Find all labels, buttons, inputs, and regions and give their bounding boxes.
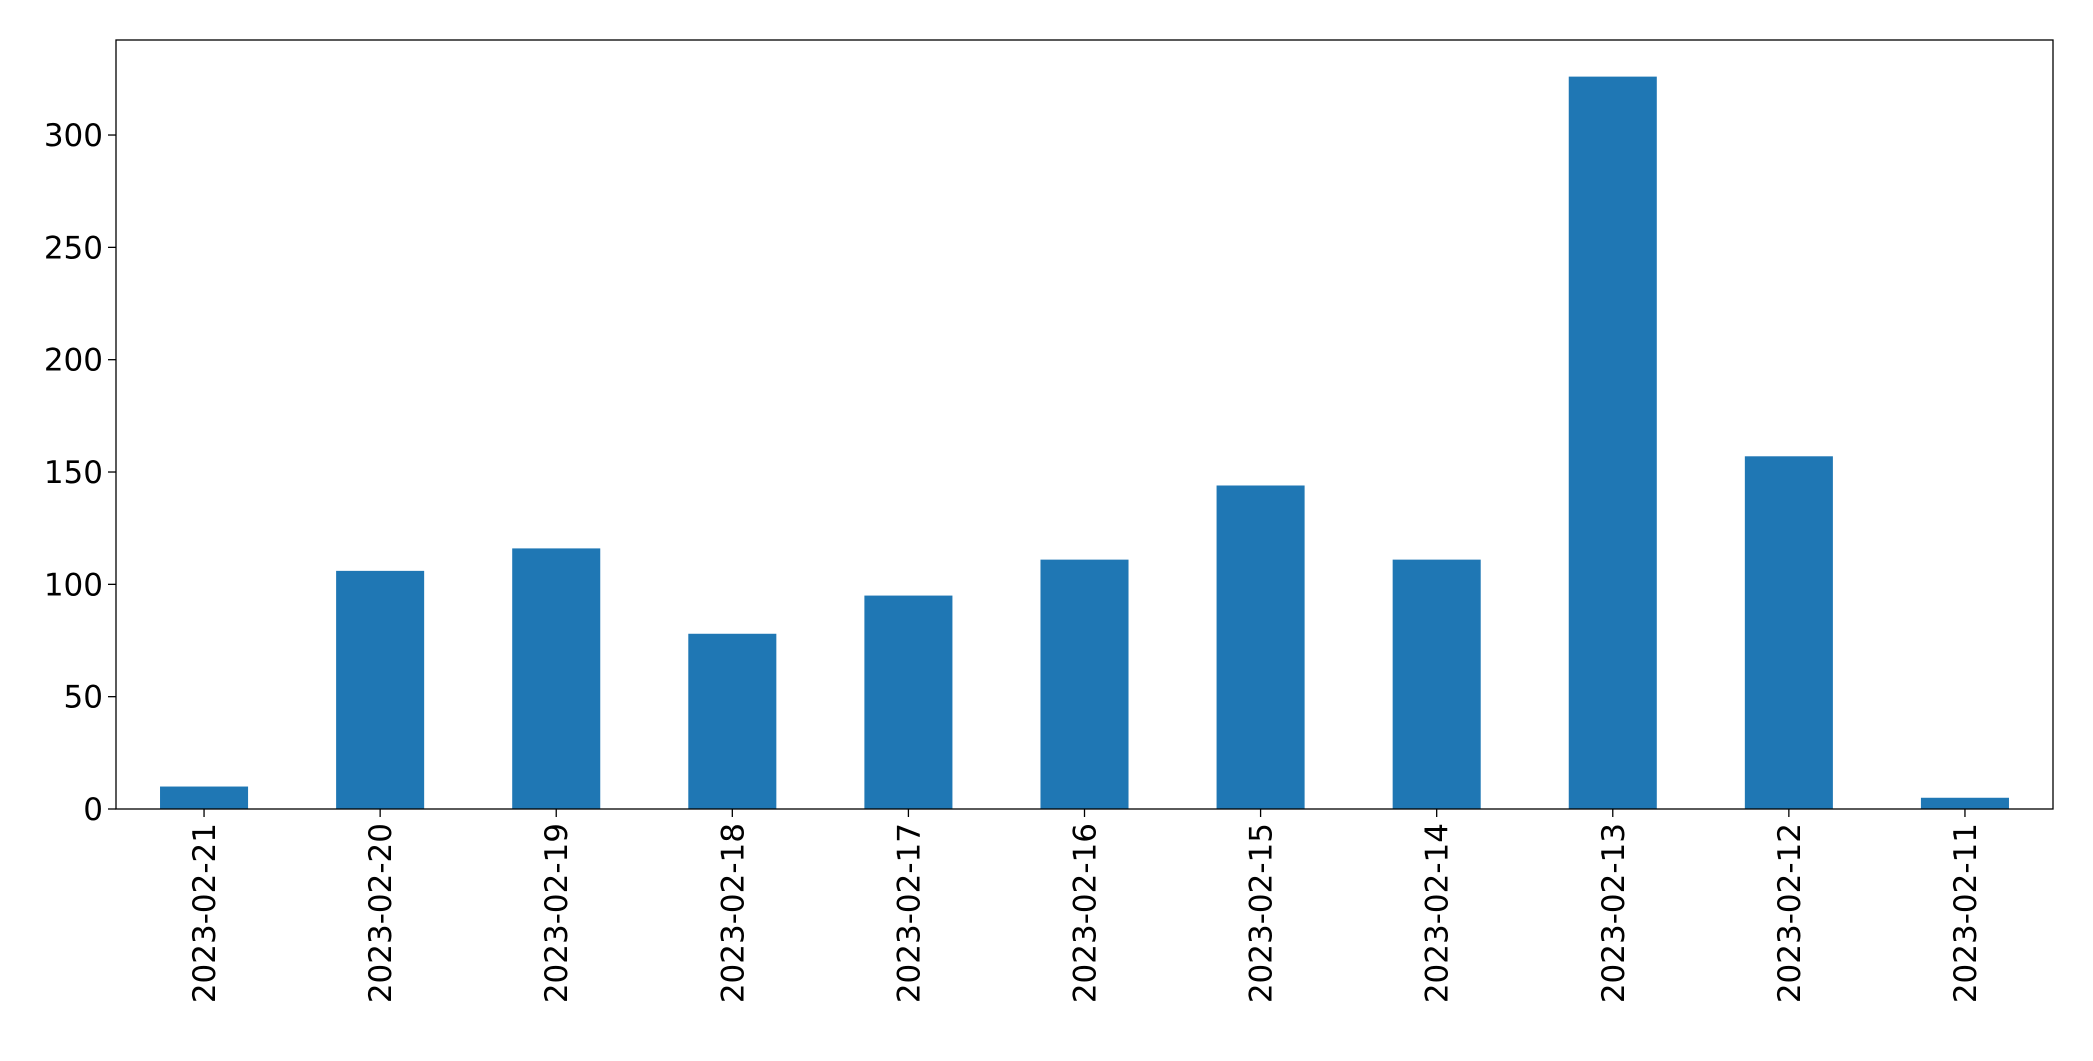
x-tick-label: 2023-02-14	[1420, 823, 1456, 1003]
x-tick-label: 2023-02-20	[363, 823, 399, 1003]
bar	[1040, 559, 1129, 809]
bar	[1568, 76, 1657, 810]
y-tick-label: 150	[44, 455, 103, 491]
y-tick-label: 100	[44, 567, 103, 603]
y-tick-label: 0	[83, 792, 103, 828]
y-tick-label: 300	[44, 118, 103, 154]
plot-frame	[115, 39, 2054, 810]
bar	[336, 570, 425, 809]
x-tick-label: 2023-02-17	[891, 823, 927, 1003]
x-tick-label: 2023-02-19	[539, 823, 575, 1003]
bar	[512, 548, 601, 809]
bar	[688, 633, 777, 809]
x-tick-label: 2023-02-11	[1948, 823, 1984, 1003]
bar	[1216, 485, 1305, 809]
bar	[1920, 797, 2009, 809]
x-tick-label: 2023-02-21	[187, 823, 223, 1003]
x-tick-label: 2023-02-15	[1244, 823, 1280, 1003]
x-tick-label: 2023-02-13	[1596, 823, 1632, 1003]
x-tick-label: 2023-02-12	[1772, 823, 1808, 1003]
bar	[1744, 456, 1833, 809]
y-tick-label: 50	[64, 680, 103, 716]
bar	[864, 595, 953, 809]
x-tick-label: 2023-02-16	[1068, 823, 1104, 1003]
bar	[1392, 559, 1481, 809]
bar	[160, 786, 249, 809]
y-tick-label: 250	[44, 230, 103, 266]
x-tick-label: 2023-02-18	[715, 823, 751, 1003]
y-tick-label: 200	[44, 343, 103, 379]
